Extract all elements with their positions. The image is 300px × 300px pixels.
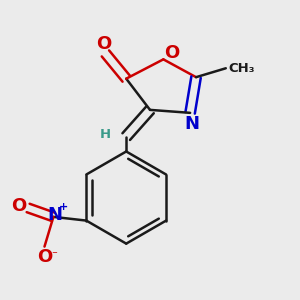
Text: H: H (100, 128, 111, 141)
Text: CH₃: CH₃ (228, 62, 255, 75)
Text: +: + (59, 202, 68, 212)
Text: O: O (96, 35, 112, 53)
Text: N: N (47, 206, 62, 224)
Text: N: N (184, 115, 199, 133)
Text: O: O (38, 248, 53, 266)
Text: ⁻: ⁻ (51, 250, 57, 260)
Text: O: O (11, 197, 26, 215)
Text: O: O (164, 44, 179, 62)
